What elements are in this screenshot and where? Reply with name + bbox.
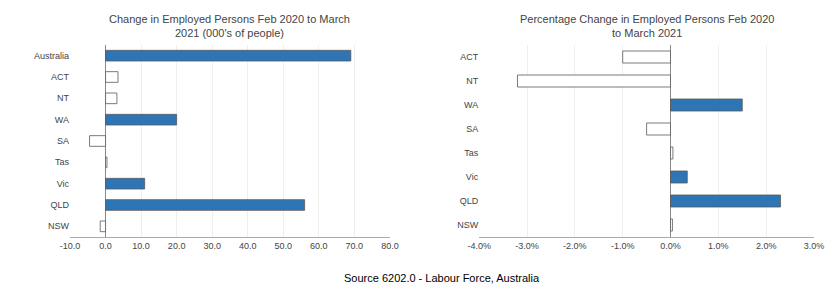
svg-text:1.0%: 1.0% (708, 241, 729, 251)
svg-text:-1.0%: -1.0% (611, 241, 635, 251)
svg-text:SA: SA (57, 136, 69, 146)
svg-text:70.0: 70.0 (346, 241, 364, 251)
svg-text:20.0: 20.0 (168, 241, 186, 251)
svg-text:NT: NT (466, 76, 478, 86)
svg-text:2.0%: 2.0% (756, 241, 777, 251)
svg-text:NSW: NSW (48, 221, 70, 231)
svg-text:-10.0: -10.0 (60, 241, 81, 251)
svg-text:WA: WA (464, 100, 478, 110)
svg-text:QLD: QLD (50, 200, 69, 210)
svg-text:30.0: 30.0 (203, 241, 221, 251)
svg-text:NT: NT (57, 93, 69, 103)
svg-text:Tas: Tas (464, 148, 479, 158)
svg-text:Vic: Vic (57, 179, 70, 189)
svg-text:Vic: Vic (466, 172, 479, 182)
svg-text:-2.0%: -2.0% (563, 241, 587, 251)
svg-text:0.0%: 0.0% (660, 241, 681, 251)
svg-text:Australia: Australia (34, 51, 69, 61)
svg-text:ACT: ACT (460, 52, 479, 62)
svg-text:Tas: Tas (55, 157, 70, 167)
svg-text:3.0%: 3.0% (804, 241, 825, 251)
svg-text:-4.0%: -4.0% (467, 241, 491, 251)
svg-text:ACT: ACT (51, 72, 70, 82)
svg-text:80.0: 80.0 (381, 241, 399, 251)
svg-text:10.0: 10.0 (132, 241, 150, 251)
svg-text:Change in Employed Persons Feb: Change in Employed Persons Feb 2020 to M… (109, 13, 350, 39)
svg-text:NSW: NSW (457, 220, 479, 230)
svg-text:50.0: 50.0 (275, 241, 293, 251)
svg-text:Source 6202.0 - Labour Force,: Source 6202.0 - Labour Force, Australia (344, 272, 540, 284)
svg-text:SA: SA (466, 124, 478, 134)
svg-text:QLD: QLD (460, 196, 479, 206)
svg-text:60.0: 60.0 (310, 241, 328, 251)
svg-text:40.0: 40.0 (239, 241, 257, 251)
svg-text:Percentage Change in Employed: Percentage Change in Employed Persons Fe… (520, 13, 774, 39)
svg-text:0.0: 0.0 (99, 241, 112, 251)
svg-text:WA: WA (55, 115, 69, 125)
svg-text:-3.0%: -3.0% (515, 241, 539, 251)
